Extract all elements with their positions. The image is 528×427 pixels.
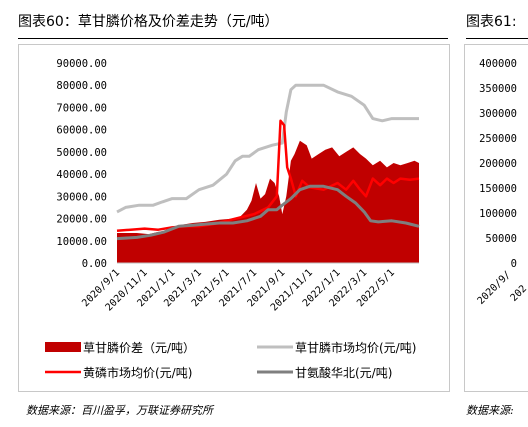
y-axis-ticks: 90000.00 80000.00 70000.00 60000.00 50000.00… xyxy=(56,58,107,270)
y-tick-label: 350000 xyxy=(479,83,517,95)
figure-61-title-rule xyxy=(466,38,528,39)
figure-60-chart-panel: 90000.00 80000.00 70000.00 60000.00 50000.00… xyxy=(18,44,450,392)
y-tick-label: 30000.00 xyxy=(56,191,107,203)
legend-item-1: 草甘膦市场均价(元/吨) xyxy=(257,340,416,355)
y-tick-label: 50000.00 xyxy=(56,147,107,159)
y-tick-label: 100000 xyxy=(479,208,517,220)
y-axis-ticks: 400000 350000 300000 250000 200000 150000 1000… xyxy=(479,58,517,270)
y-tick-label: 0 xyxy=(511,258,517,270)
price-spread-area xyxy=(117,140,419,263)
x-axis-ticks: 2020/9/12020/11/12021/1/12021/3/12021/5/… xyxy=(80,267,397,313)
y-tick-label: 40000.00 xyxy=(56,169,107,181)
y-tick-label: 50000 xyxy=(485,233,517,245)
x-tick-label: 202 xyxy=(509,283,528,304)
series-lines-layer xyxy=(116,83,420,241)
y-tick-label: 70000.00 xyxy=(56,102,107,114)
y-tick-label: 20000.00 xyxy=(56,214,107,226)
x-axis-ticks: 2020/9/202 xyxy=(476,269,528,307)
figure-61-source: 数据来源: xyxy=(466,404,514,417)
legend-item-3: 甘氨酸华北(元/吨) xyxy=(257,365,392,380)
y-tick-label: 300000 xyxy=(479,108,517,120)
figure-61-chart: 400000 350000 300000 250000 200000 150000 1000… xyxy=(476,58,528,307)
figure-60-title: 图表60：草甘膦价格及价差走势（元/吨） xyxy=(18,14,279,30)
y-tick-label: 150000 xyxy=(479,183,517,195)
price-spread-area-layer xyxy=(117,140,419,263)
figure-61-chart-panel: 400000 350000 300000 250000 200000 150000 1000… xyxy=(464,44,528,392)
y-tick-label: 90000.00 xyxy=(56,58,107,70)
y-tick-label: 80000.00 xyxy=(56,80,107,92)
y-tick-label: 200000 xyxy=(479,158,517,170)
legend-label: 草甘膦价差（元/吨） xyxy=(83,340,195,355)
x-tick-label: 2020/9/ xyxy=(476,269,514,307)
legend-label: 黄磷市场均价(元/吨) xyxy=(83,365,192,380)
y-tick-label: 250000 xyxy=(479,133,517,145)
figure-60-source: 数据来源：百川盈孚，万联证券研究所 xyxy=(26,404,213,417)
figure-61-title: 图表61: xyxy=(466,14,517,30)
y-tick-label: 60000.00 xyxy=(56,125,107,137)
figure-60-title-rule xyxy=(18,38,448,39)
legend-label: 甘氨酸华北(元/吨) xyxy=(295,365,392,380)
chart-legend: 草甘膦价差（元/吨） 草甘膦市场均价(元/吨) 黄磷市场均价(元/吨) 甘氨酸华北(元… xyxy=(45,340,416,380)
legend-item-2: 黄磷市场均价(元/吨) xyxy=(45,365,192,380)
glycine-price-line xyxy=(116,184,420,241)
y-tick-label: 0.00 xyxy=(82,258,107,270)
glyphosate-price-chart: 90000.00 80000.00 70000.00 60000.00 50000.00… xyxy=(45,58,420,380)
legend-swatch xyxy=(45,342,81,352)
glyphosate-price-line xyxy=(116,83,419,214)
legend-item-0: 草甘膦价差（元/吨） xyxy=(45,340,195,355)
y-tick-label: 10000.00 xyxy=(56,236,107,248)
y-tick-label: 400000 xyxy=(479,58,517,70)
legend-label: 草甘膦市场均价(元/吨) xyxy=(295,340,416,355)
